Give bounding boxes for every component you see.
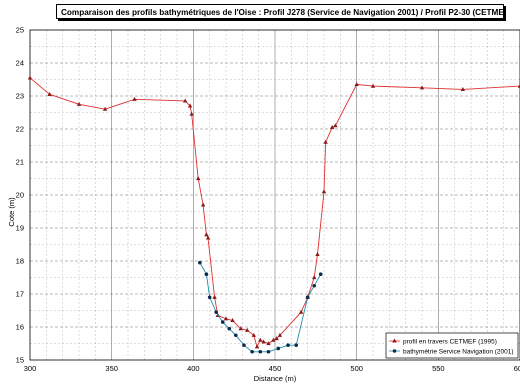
data-point-circle — [305, 295, 310, 300]
data-point-triangle — [323, 139, 328, 144]
chart-grid — [30, 30, 520, 360]
data-point-triangle — [254, 344, 260, 349]
data-point-circle — [258, 349, 263, 354]
x-tick-label: 450 — [269, 364, 282, 373]
data-point-triangle — [312, 275, 317, 280]
data-point-triangle — [333, 123, 338, 128]
y-tick-label: 25 — [16, 26, 24, 35]
data-point-triangle — [187, 103, 193, 108]
data-point-circle — [266, 349, 271, 354]
legend-box — [385, 332, 519, 359]
data-point-circle — [250, 349, 254, 354]
data-point-triangle — [76, 101, 82, 106]
data-point-triangle — [245, 327, 250, 332]
data-point-triangle — [329, 124, 335, 129]
data-point-triangle — [274, 336, 279, 341]
y-tick-label: 20 — [16, 191, 24, 200]
data-point-triangle — [298, 309, 304, 314]
data-point-triangle — [27, 75, 33, 80]
data-point-triangle — [460, 87, 466, 91]
y-tick-label: 18 — [16, 257, 24, 266]
y-tick-label: 17 — [16, 290, 24, 299]
legend-marker-navigation — [392, 349, 397, 353]
data-point-circle — [204, 272, 209, 277]
data-point-triangle — [205, 235, 211, 240]
data-point-triangle — [266, 341, 271, 346]
data-point-triangle — [102, 106, 108, 111]
data-point-circle — [286, 343, 290, 347]
legend-label-navigation: bathymétrie Service Navigation (2001) — [403, 349, 514, 356]
data-point-circle — [214, 310, 218, 314]
data-point-triangle — [370, 83, 376, 88]
data-point-circle — [227, 326, 232, 331]
data-point-triangle — [196, 176, 201, 181]
data-point-triangle — [200, 202, 206, 207]
y-tick-label: 22 — [16, 125, 24, 134]
y-tick-label: 19 — [16, 224, 24, 233]
data-point-circle — [294, 343, 299, 347]
series-cetmef-1995 — [27, 75, 520, 349]
y-tick-label: 16 — [16, 323, 24, 332]
data-point-triangle — [261, 339, 266, 344]
data-point-triangle — [354, 82, 359, 87]
data-point-circle — [220, 320, 225, 324]
data-point-triangle — [271, 337, 276, 342]
data-point-triangle — [47, 91, 52, 96]
tick-labels: 300 350 400 450 500 550 600 15 16 17 18 19 20 21 22 23 2… — [16, 26, 520, 374]
series-layer — [27, 75, 520, 354]
y-tick-label: 24 — [16, 59, 24, 68]
data-point-circle — [198, 260, 202, 265]
data-point-triangle — [277, 332, 283, 337]
chart-title: Comparaison des profils bathymétriques d… — [56, 4, 504, 19]
data-point-triangle — [315, 252, 320, 256]
data-point-circle — [234, 333, 238, 338]
data-point-triangle — [182, 98, 188, 103]
series-navigation-2001 — [198, 260, 323, 354]
data-point-triangle — [223, 316, 229, 321]
y-axis-label: Cote (m) — [7, 197, 16, 227]
data-point-triangle — [517, 83, 520, 88]
x-tick-label: 550 — [432, 364, 445, 373]
x-tick-label: 300 — [24, 364, 37, 373]
legend: profil en travers CETMEF (1995) bathymét… — [385, 332, 519, 359]
data-point-triangle — [258, 337, 263, 342]
x-tick-label: 400 — [187, 364, 200, 373]
x-tick-label: 600 — [514, 364, 520, 373]
y-tick-label: 21 — [16, 158, 24, 167]
data-point-triangle — [204, 232, 209, 237]
data-point-circle — [242, 343, 246, 347]
y-tick-label: 15 — [16, 356, 24, 365]
data-point-triangle — [230, 318, 235, 322]
x-tick-label: 350 — [105, 364, 118, 373]
data-point-triangle — [132, 96, 137, 101]
plot-area-frame — [29, 29, 520, 361]
x-tick-label: 500 — [350, 364, 363, 373]
x-axis-label: Distance (m) — [254, 374, 297, 383]
legend-label-cetmef: profil en travers CETMEF (1995) — [403, 339, 497, 346]
data-point-circle — [312, 283, 317, 288]
data-point-triangle — [321, 189, 327, 194]
data-point-circle — [276, 346, 281, 351]
data-point-circle — [207, 295, 212, 300]
data-point-triangle — [419, 85, 425, 90]
data-point-triangle — [212, 294, 217, 299]
legend-marker-cetmef — [392, 338, 397, 343]
data-point-circle — [318, 272, 323, 277]
data-point-triangle — [238, 326, 243, 331]
y-tick-label: 23 — [16, 92, 24, 101]
data-point-triangle — [251, 332, 256, 337]
data-point-triangle — [189, 111, 194, 116]
